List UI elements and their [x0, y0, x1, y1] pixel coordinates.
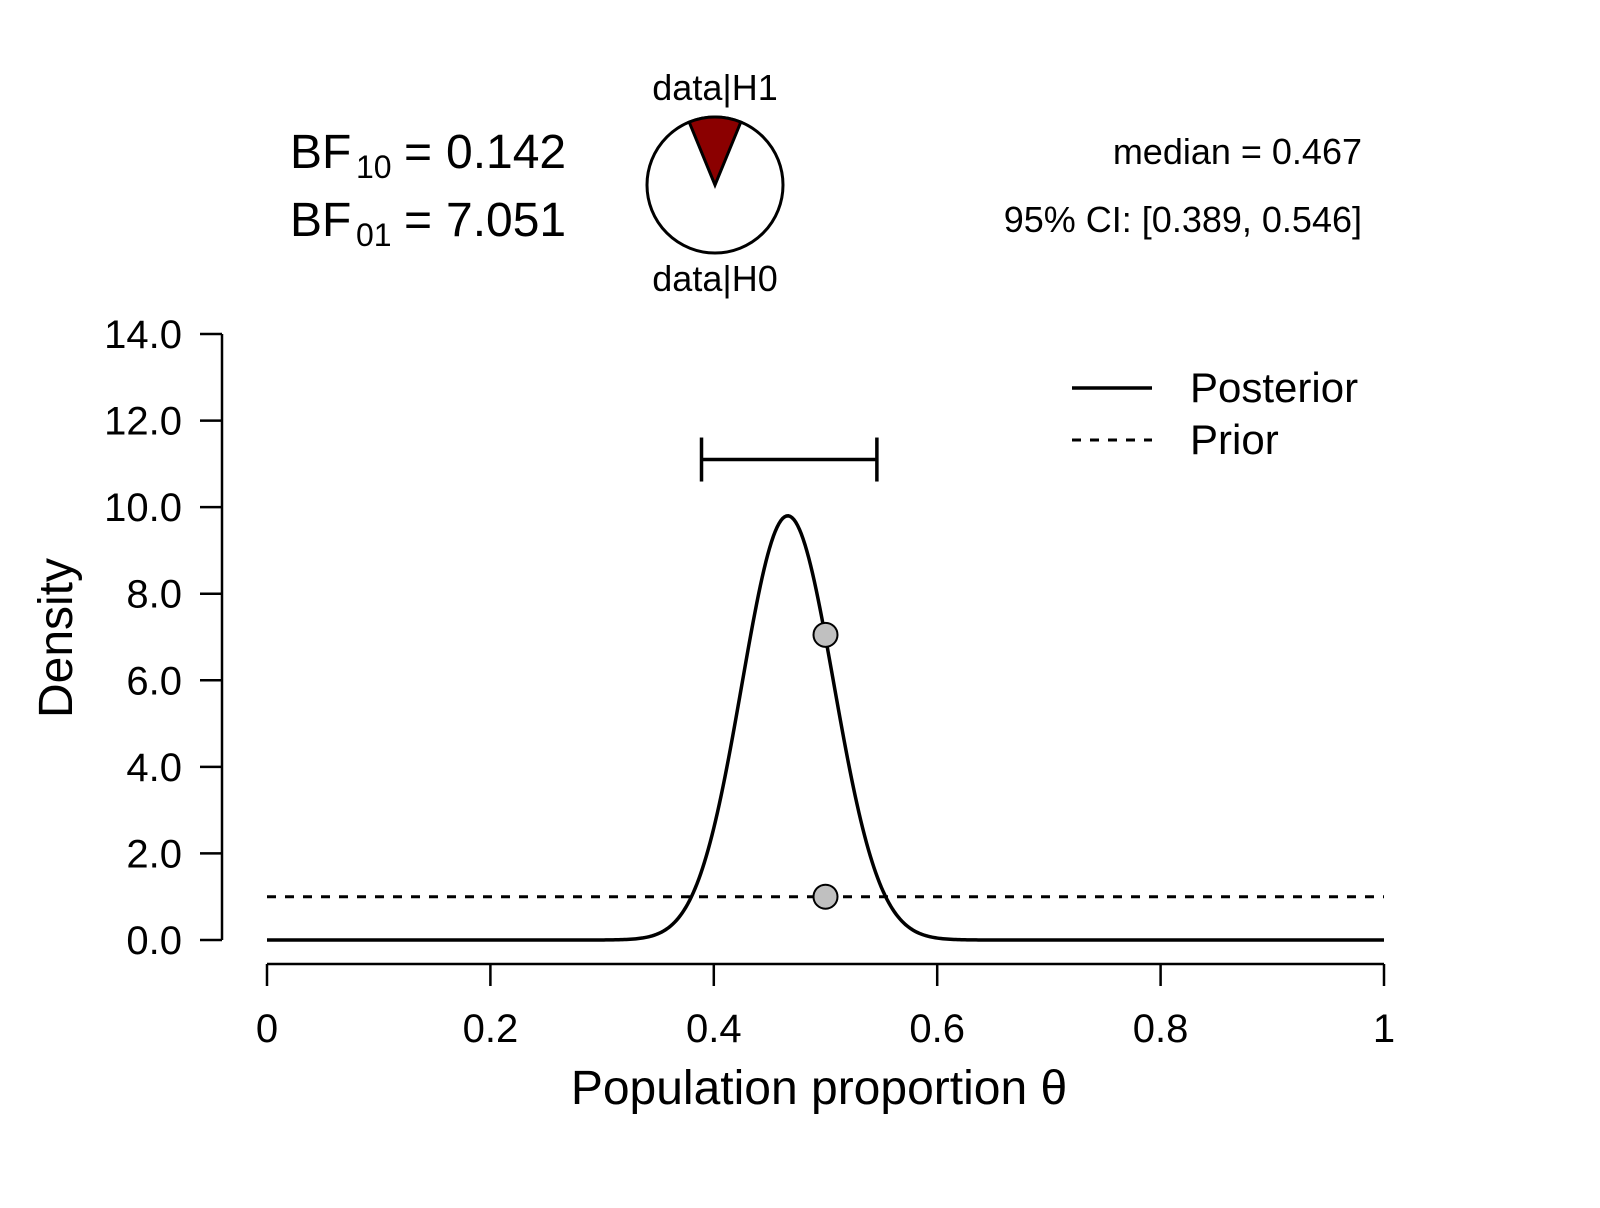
- bf10-equals: =: [404, 126, 432, 179]
- y-tick-label: 2.0: [126, 832, 182, 876]
- prior-density-point: [812, 883, 839, 910]
- bf01-value: 7.051: [446, 194, 566, 247]
- legend-posterior-label: Posterior: [1190, 364, 1358, 411]
- bf01-base: BF: [290, 194, 351, 247]
- y-tick-label: 14.0: [104, 313, 182, 357]
- bf10-subscript: 10: [356, 149, 392, 185]
- ci-text: 95% CI: [0.389, 0.546]: [1004, 199, 1362, 240]
- y-tick-label: 4.0: [126, 746, 182, 790]
- median-text: median = 0.467: [1113, 131, 1362, 172]
- y-tick-label: 12.0: [104, 400, 182, 444]
- probability-wheel: data|H1 data|H0: [645, 67, 785, 299]
- density-points: [812, 621, 839, 910]
- y-tick-label: 8.0: [126, 573, 182, 617]
- x-axis-title: Population proportion θ: [571, 1062, 1067, 1115]
- bf01-equals: =: [404, 194, 432, 247]
- x-tick-label: 0.4: [686, 1007, 742, 1051]
- posterior-line: [267, 514, 1384, 942]
- x-tick-label: 0.8: [1133, 1007, 1189, 1051]
- bf10-value: 0.142: [446, 126, 566, 179]
- y-axis-title: Density: [30, 558, 83, 718]
- y-tick-label: 10.0: [104, 486, 182, 530]
- credible-interval-bar: [699, 437, 879, 482]
- bf01-subscript: 01: [356, 217, 392, 253]
- x-tick-label: 0.2: [463, 1007, 519, 1051]
- y-axis: 0.0 2.0 4.0 6.0 8.0 10.0 12.0 14.0: [104, 313, 224, 963]
- legend-prior-label: Prior: [1190, 416, 1279, 463]
- bf10-base: BF: [290, 126, 351, 179]
- x-tick-label: 1: [1373, 1007, 1395, 1051]
- x-axis: 0 0.2 0.4 0.6 0.8 1: [256, 962, 1395, 1051]
- bf10-label: BF 10 = 0.142: [290, 126, 566, 185]
- pie-h1-slice: [687, 115, 743, 189]
- pie-top-label: data|H1: [652, 67, 777, 108]
- y-tick-label: 0.0: [126, 919, 182, 963]
- x-tick-label: 0.6: [909, 1007, 965, 1051]
- bf01-label: BF 01 = 7.051: [290, 194, 566, 253]
- posterior-density-point: [812, 621, 839, 648]
- legend: Posterior Prior: [1072, 364, 1358, 463]
- pie-bottom-label: data|H0: [652, 258, 777, 299]
- x-tick-label: 0: [256, 1007, 278, 1051]
- y-tick-label: 6.0: [126, 659, 182, 703]
